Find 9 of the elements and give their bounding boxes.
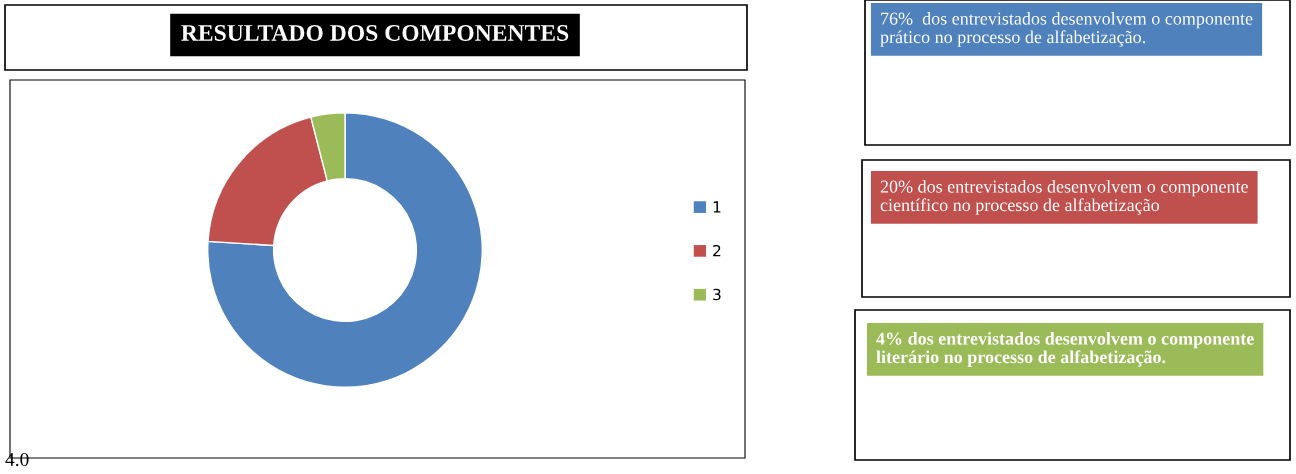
- text: 20% dos entrevistados desenvolvem o componente científico no processo de alfabetização: [880, 180, 1248, 215]
- chart-title: RESULTADO DOS COMPONENTES: [181, 25, 569, 41]
- legend-label: 2: [713, 244, 721, 257]
- legend-label: 1: [713, 201, 721, 213]
- text: 4.0: [5, 452, 29, 467]
- text: 4% dos entrevistados desenvolvem o componente literário no processo de alfabetização.: [876, 332, 1254, 367]
- text: 76% dos entrevistados desenvolvem o componente prático no processo de alfabetização.: [880, 12, 1253, 47]
- donut-slice: [207, 112, 483, 388]
- legend-label: 3: [713, 288, 721, 301]
